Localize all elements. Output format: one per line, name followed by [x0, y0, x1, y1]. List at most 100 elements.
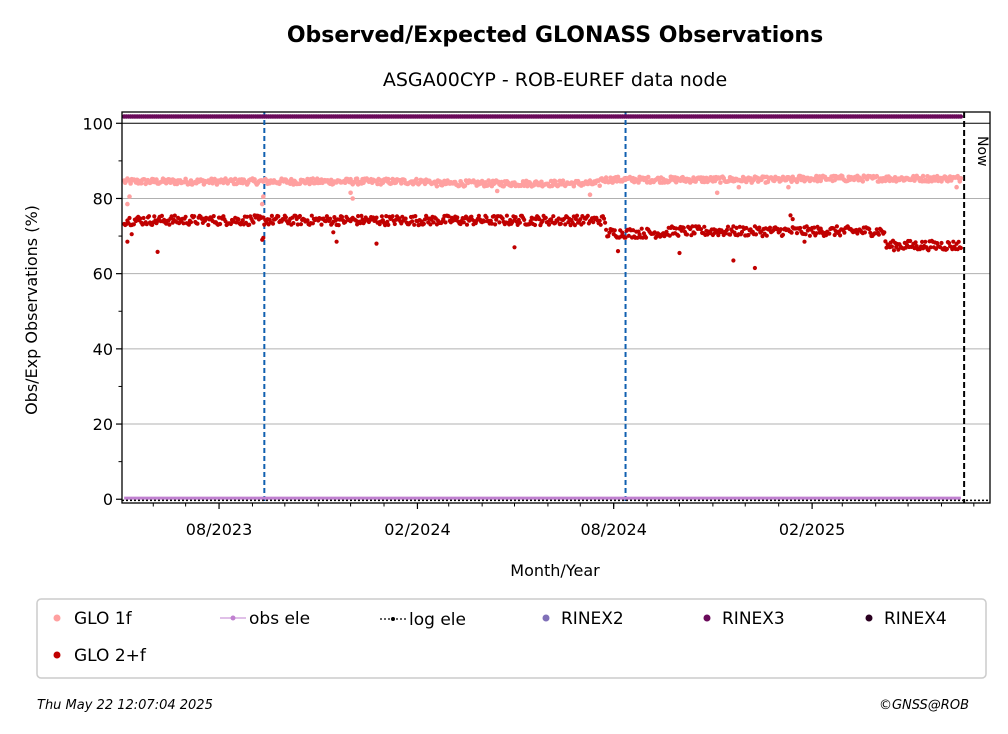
legend-label-rinex4: RINEX4: [884, 609, 947, 629]
glo2f-point: [876, 232, 882, 237]
x-tick-label: 08/2024: [580, 520, 646, 539]
glo2f-outlier: [155, 249, 160, 254]
glo2f-point: [295, 222, 300, 227]
glo2f-point: [172, 213, 177, 218]
glo2f-point: [500, 216, 505, 221]
glo1f-outlier: [125, 201, 130, 207]
glo1f-point: [139, 181, 144, 186]
glo2f-point: [896, 247, 901, 252]
glo2f-point: [939, 240, 944, 246]
glo2f-point: [328, 216, 333, 221]
glo2f-point: [639, 226, 644, 231]
glo2f-point: [794, 231, 800, 236]
glo1f-point: [486, 178, 491, 183]
glo2f-point: [159, 213, 164, 218]
y-tick-label: 100: [82, 114, 113, 133]
glo1f-point: [943, 174, 949, 180]
glo2f-point: [789, 230, 794, 235]
glo2f-point: [574, 213, 580, 218]
glo1f-outlier: [348, 190, 353, 196]
legend-label-glo1f: GLO 1f: [74, 609, 133, 629]
glo2f-point: [723, 231, 728, 236]
glo2f-outlier: [615, 249, 621, 254]
glo2f-outlier: [261, 235, 266, 240]
glo2f-outlier: [129, 232, 134, 237]
glo2f-point: [276, 214, 281, 219]
glo2f-point: [211, 214, 216, 219]
glo2f-point: [591, 220, 596, 225]
glo2f-point: [319, 222, 324, 227]
glo1f-point: [232, 176, 238, 182]
glo2f-point: [443, 220, 448, 225]
glo2f-point: [734, 225, 739, 230]
y-axis-label: Obs/Exp Observations (%): [22, 205, 41, 415]
glo2f-point: [374, 215, 379, 220]
glo2f-point: [679, 228, 684, 233]
glo2f-point: [612, 228, 617, 233]
glo2f-point: [702, 224, 707, 229]
glo2f-point: [551, 214, 556, 219]
glo2f-point: [956, 239, 961, 244]
glo1f-point: [645, 174, 651, 180]
glo2f-point: [251, 220, 256, 225]
glo2f-point: [556, 216, 561, 221]
y-tick-label: 40: [93, 340, 113, 359]
glo2f-point: [309, 213, 314, 218]
glo2f-point: [310, 221, 315, 226]
glo2f-point: [493, 222, 498, 227]
glo2f-point: [862, 230, 868, 235]
glo2f-point: [739, 229, 745, 235]
glo1f-point: [310, 176, 316, 181]
glo2f-point: [431, 220, 436, 225]
glo1f-point: [615, 174, 621, 180]
glo2f-point: [803, 232, 808, 237]
glo2f-point: [359, 213, 364, 218]
glo1f-outlier: [786, 184, 791, 190]
glo2f-point: [832, 232, 837, 238]
glo2f-point: [353, 218, 359, 223]
glo2f-outlier: [752, 265, 758, 271]
glo2f-point: [764, 233, 769, 238]
glo2f-point: [522, 217, 527, 222]
glo2f-point: [643, 235, 649, 240]
glo2f-point: [482, 219, 487, 224]
glo2f-point: [127, 215, 132, 221]
glo2f-point: [343, 219, 348, 225]
legend-marker-glo1f: [53, 614, 61, 622]
glo1f-point: [297, 181, 303, 187]
glo2f-point: [635, 235, 640, 240]
glo2f-point: [606, 234, 611, 239]
glo2f-point: [446, 214, 451, 219]
glo2f-point: [923, 239, 928, 244]
glo2f-point: [573, 216, 579, 222]
glo2f-point: [455, 215, 460, 220]
glo2f-point: [883, 239, 888, 244]
glo1f-point: [399, 181, 404, 186]
x-tick-label: 08/2023: [186, 520, 252, 539]
glo2f-point: [410, 219, 415, 224]
legend-marker-obs-ele: [230, 615, 236, 621]
glo2f-point: [504, 213, 509, 218]
glo1f-outlier: [494, 188, 500, 194]
glo1f-outlier: [587, 192, 593, 197]
glo2f-point: [946, 240, 952, 246]
legend-box: [36, 598, 987, 679]
glo2f-point: [517, 220, 523, 225]
y-tick-label: 20: [93, 415, 113, 434]
glo2f-point: [581, 220, 586, 225]
glo2f-point: [339, 214, 345, 219]
event-markers: Now: [263, 112, 990, 503]
series-glo2f: [122, 213, 964, 271]
glo2f-point: [882, 230, 887, 235]
glo2f-point: [206, 222, 211, 228]
glo2f-point: [681, 225, 686, 230]
glo2f-point: [245, 214, 250, 219]
glo2f-point: [491, 214, 497, 219]
glo2f-point: [812, 225, 817, 230]
glo2f-point: [601, 216, 607, 221]
glo1f-point: [414, 176, 419, 182]
glo1f-point: [920, 173, 926, 179]
glo2f-point: [228, 221, 233, 227]
glo2f-point: [293, 213, 298, 218]
glo2f-point: [195, 221, 200, 226]
